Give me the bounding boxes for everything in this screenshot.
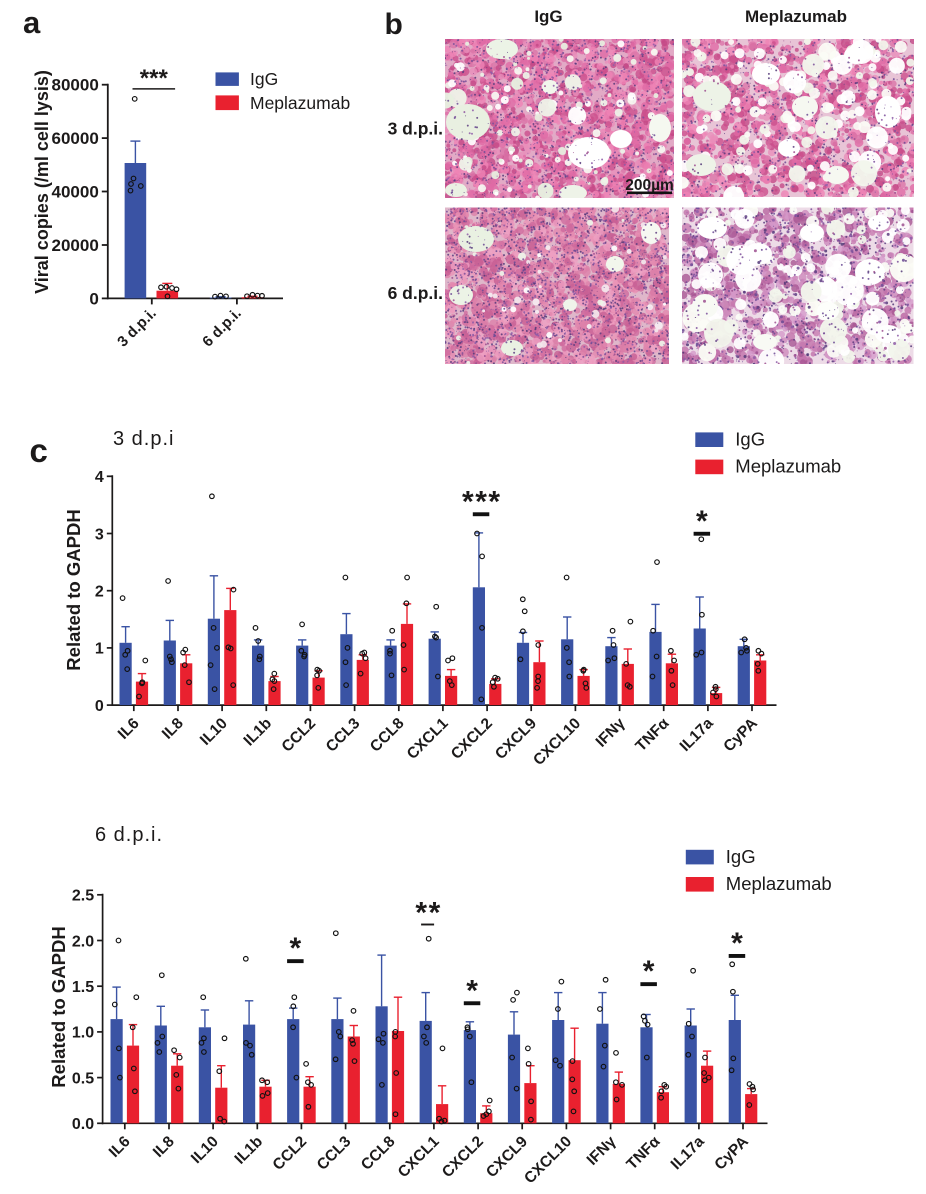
svg-text:60000: 60000	[52, 129, 99, 148]
svg-text:3: 3	[95, 526, 104, 543]
svg-text:*: *	[643, 955, 656, 988]
svg-text:1.0: 1.0	[72, 1025, 94, 1042]
svg-text:2: 2	[95, 584, 104, 601]
svg-text:6 d.p.i.: 6 d.p.i.	[388, 283, 443, 303]
svg-text:0.5: 0.5	[72, 1070, 94, 1087]
svg-text:Related to GAPDH: Related to GAPDH	[63, 509, 84, 670]
svg-text:***: ***	[140, 65, 169, 92]
svg-text:2.0: 2.0	[72, 933, 94, 950]
svg-text:6 d.p.i.: 6 d.p.i.	[95, 824, 163, 846]
svg-text:Meplazumab: Meplazumab	[735, 456, 841, 477]
svg-text:c: c	[30, 432, 48, 469]
svg-text:80000: 80000	[52, 76, 99, 95]
svg-text:200µm: 200µm	[625, 177, 674, 194]
svg-text:b: b	[385, 8, 403, 41]
svg-text:Related to GAPDH: Related to GAPDH	[48, 926, 69, 1087]
svg-text:3 d.p.i: 3 d.p.i	[113, 428, 174, 450]
svg-text:40000: 40000	[52, 183, 99, 202]
svg-text:1.5: 1.5	[72, 979, 94, 996]
svg-text:IgG: IgG	[735, 428, 765, 449]
svg-text:Meplazumab: Meplazumab	[250, 93, 350, 113]
svg-text:0.0: 0.0	[72, 1116, 94, 1133]
svg-text:0: 0	[95, 698, 104, 715]
svg-text:0: 0	[89, 289, 98, 308]
svg-text:*: *	[290, 932, 303, 965]
svg-text:IgG: IgG	[534, 7, 562, 26]
svg-text:2.5: 2.5	[72, 888, 94, 905]
svg-text:*: *	[731, 927, 744, 960]
svg-text:a: a	[23, 5, 41, 40]
svg-text:Meplazumab: Meplazumab	[726, 873, 832, 894]
svg-text:Viral copies (/ml cell lysis): Viral copies (/ml cell lysis)	[32, 70, 52, 294]
svg-text:Meplazumab: Meplazumab	[745, 7, 847, 26]
svg-text:3 d.p.i.: 3 d.p.i.	[388, 119, 443, 139]
svg-text:IgG: IgG	[726, 846, 756, 867]
svg-text:*: *	[696, 505, 709, 538]
svg-text:4: 4	[95, 469, 104, 486]
svg-text:1: 1	[95, 641, 104, 658]
svg-text:IgG: IgG	[250, 69, 278, 89]
svg-text:20000: 20000	[52, 236, 99, 255]
svg-text:*: *	[466, 974, 479, 1007]
